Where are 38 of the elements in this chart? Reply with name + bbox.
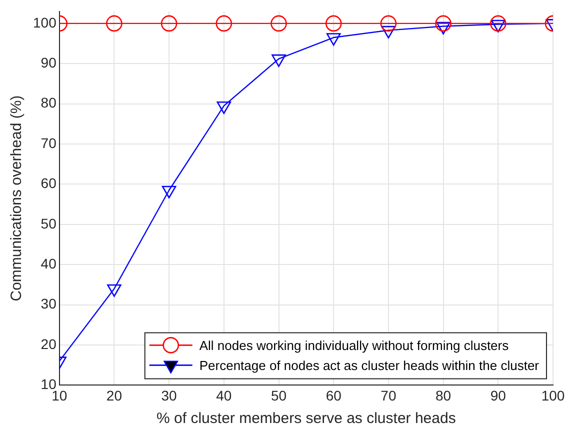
x-tick-label: 40: [216, 387, 232, 404]
legend-label: Percentage of nodes act as cluster heads within the cluster: [199, 358, 540, 373]
point: [325, 15, 342, 32]
x-tick-label: 90: [490, 387, 506, 404]
y-axis-title: Communications overhead (%): [8, 95, 26, 302]
x-tick-label: 20: [106, 387, 122, 404]
x-tick-label: 30: [161, 387, 178, 404]
y-tick-label: 60: [40, 175, 57, 192]
point: [435, 15, 452, 32]
point: [381, 26, 396, 38]
x-tick-label: 60: [326, 387, 342, 404]
x-tick-label: 50: [270, 387, 287, 404]
y-tick-label: 100: [33, 14, 57, 30]
point: [380, 15, 397, 32]
point: [490, 15, 506, 32]
y-tick-label: 20: [40, 336, 57, 352]
y-tick-label: 50: [40, 215, 57, 232]
point: [162, 186, 176, 198]
y-tick-label: 90: [40, 54, 57, 71]
legend-label: All nodes working individually without forming clusters: [199, 338, 510, 353]
point: [491, 20, 506, 32]
point: [436, 22, 450, 34]
point: [216, 101, 232, 114]
point: [216, 15, 232, 32]
point: [326, 33, 341, 46]
y-tick-label: 40: [40, 255, 57, 272]
y-tick-label: 30: [40, 296, 57, 312]
y-tick-label: 80: [40, 94, 57, 111]
point: [107, 284, 122, 297]
point: [270, 15, 287, 32]
point: [160, 15, 178, 32]
y-tick-label: 70: [40, 134, 57, 151]
point: [106, 15, 122, 32]
x-tick-label: 80: [436, 387, 452, 404]
x-tick-label: 100: [541, 387, 565, 404]
x-tick-label: 70: [380, 387, 396, 404]
point: [272, 54, 286, 67]
x-axis-title: % of cluster members serve as cluster heads: [156, 410, 456, 428]
